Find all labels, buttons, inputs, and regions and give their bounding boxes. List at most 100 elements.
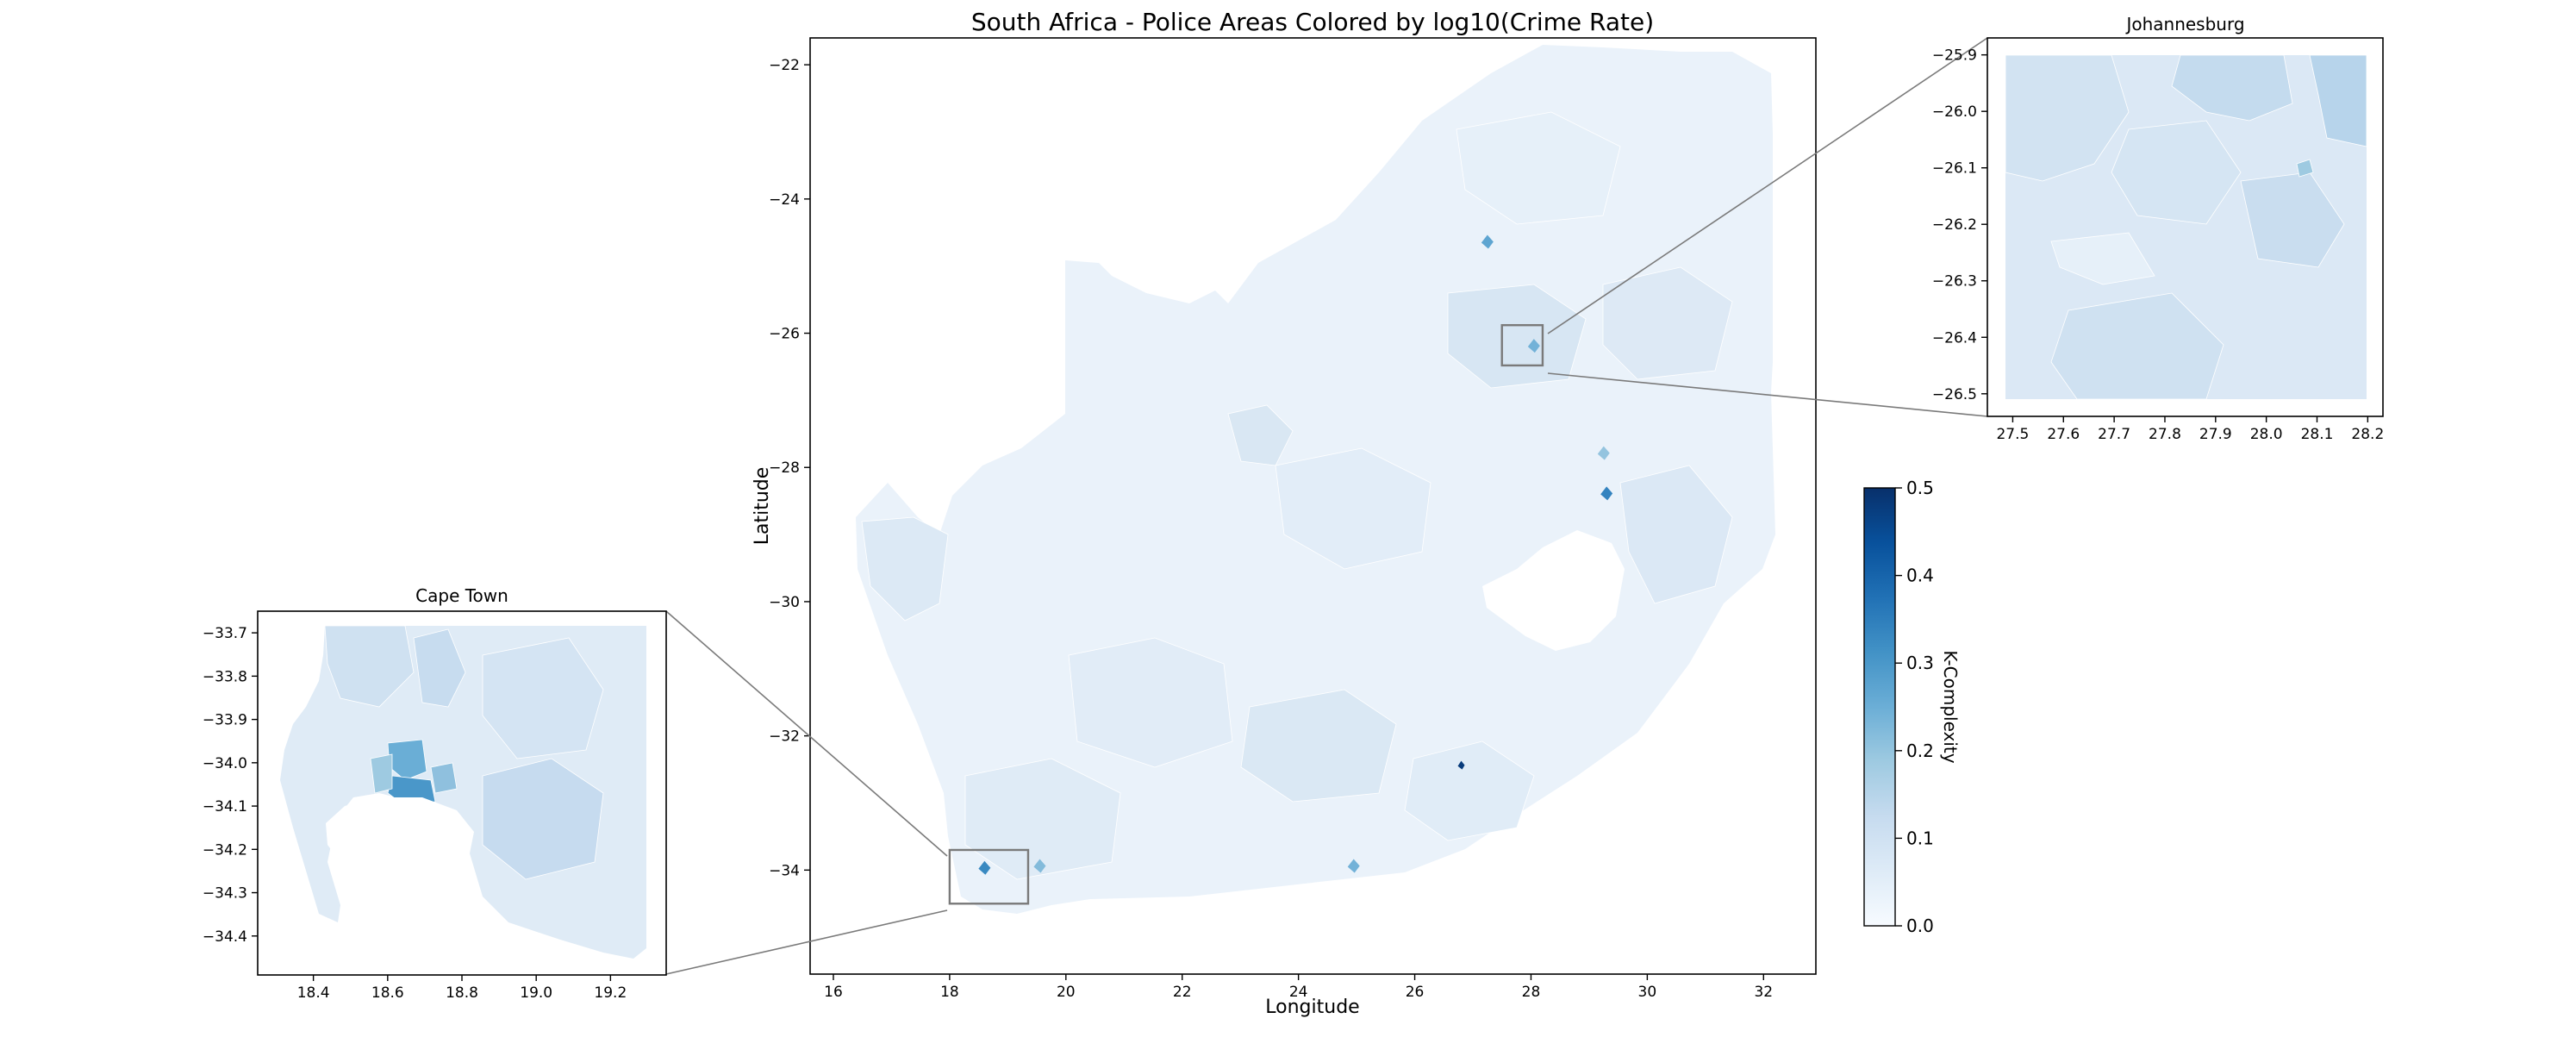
johannesburg-x-tick-label: 27.9 bbox=[2199, 426, 2232, 443]
lesotho-hole bbox=[1482, 530, 1625, 651]
cape-town-x-tick-label: 18.6 bbox=[371, 984, 404, 1002]
hotspot-area bbox=[1033, 859, 1046, 873]
main-map-axes[interactable]: South Africa - Police Areas Colored by l… bbox=[752, 8, 1817, 1018]
johannesburg-inset[interactable]: Johannesburg 27.5 27.6 27.7 27.8 27.9 28.0 28.… bbox=[1932, 14, 2384, 443]
main-x-tick-label: 26 bbox=[1406, 984, 1425, 1001]
main-x-tick-label: 16 bbox=[824, 984, 843, 1001]
cape-town-durbanville bbox=[413, 628, 466, 708]
cape-town-mid bbox=[430, 762, 458, 794]
region-eastern-cape bbox=[1240, 689, 1397, 803]
johannesburg-x-tick-label: 28.1 bbox=[2301, 426, 2334, 443]
main-y-tick-label: −32 bbox=[769, 728, 800, 746]
hotspot-area bbox=[1457, 760, 1465, 770]
main-x-tick-label: 20 bbox=[1057, 984, 1076, 1001]
johannesburg-y-axis: −25.9 −26.0 −26.1 −26.2 −26.3 −26.4 −26.5 bbox=[1932, 47, 1987, 403]
cape-town-plot-area bbox=[280, 625, 646, 959]
region-karoo bbox=[1068, 637, 1233, 768]
main-x-tick-label: 22 bbox=[1173, 984, 1192, 1001]
jhb-east bbox=[2240, 172, 2345, 268]
main-x-tick-label: 30 bbox=[1638, 984, 1657, 1001]
main-y-axis: −22 −24 −26 −28 −30 −32 −34 bbox=[769, 57, 810, 879]
cape-town-y-tick-label: −33.9 bbox=[203, 712, 247, 729]
johannesburg-inset-title: Johannesburg bbox=[2124, 14, 2244, 34]
johannesburg-x-axis: 27.5 27.6 27.7 27.8 27.9 28.0 28.1 28.2 bbox=[1996, 416, 2384, 443]
cape-town-west bbox=[370, 753, 393, 794]
main-x-tick-label: 24 bbox=[1289, 984, 1308, 1001]
hotspot-area bbox=[1481, 234, 1494, 249]
johannesburg-plot-area bbox=[2005, 54, 2367, 400]
hotspot-area bbox=[1527, 339, 1540, 353]
main-y-tick-label: −30 bbox=[769, 594, 800, 611]
cape-town-y-axis: −33.7 −33.8 −33.9 −34.0 −34.1 −34.2 −34.3 −34.4 bbox=[203, 625, 258, 946]
cape-town-connector-top bbox=[665, 610, 948, 857]
cape-town-x-tick-label: 18.8 bbox=[446, 984, 478, 1002]
johannesburg-y-tick-label: −26.0 bbox=[1932, 103, 1977, 121]
johannesburg-connector-bottom bbox=[1547, 372, 1988, 417]
johannesburg-x-tick-label: 27.6 bbox=[2047, 426, 2080, 443]
false-bay-water bbox=[326, 797, 474, 871]
colorbar-tick-label: 0.2 bbox=[1906, 740, 1934, 761]
hotspot-area bbox=[1597, 446, 1610, 460]
jhb-north-east bbox=[2309, 54, 2367, 147]
cape-town-y-tick-label: −34.3 bbox=[203, 885, 247, 903]
inset-connectors bbox=[665, 37, 1988, 975]
main-x-axis-label: Longitude bbox=[1265, 997, 1359, 1018]
main-y-tick-label: −26 bbox=[769, 326, 800, 343]
johannesburg-x-tick-label: 27.8 bbox=[2149, 426, 2181, 443]
jhb-central bbox=[2111, 120, 2242, 225]
main-map-frame bbox=[809, 37, 1817, 975]
jhb-south bbox=[2050, 292, 2224, 400]
johannesburg-y-tick-label: −25.9 bbox=[1932, 47, 1977, 65]
region-kzn bbox=[1619, 465, 1733, 604]
cape-town-inset[interactable]: Cape Town 18.4 18.6 18.8 19.0 19.2 −33.7−33.… bbox=[203, 585, 667, 1002]
johannesburg-x-tick-label: 28.2 bbox=[2351, 426, 2384, 443]
main-x-tick-label: 18 bbox=[940, 984, 959, 1001]
jhb-north bbox=[2171, 54, 2293, 122]
cape-town-flats bbox=[482, 758, 604, 880]
main-x-tick-label: 28 bbox=[1522, 984, 1541, 1001]
hotspot-area bbox=[978, 860, 991, 875]
cape-town-x-tick-label: 19.2 bbox=[594, 984, 627, 1002]
main-x-axis: 16 18 20 22 24 26 28 30 32 bbox=[824, 974, 1773, 1001]
colorbar-tick-label: 0.0 bbox=[1906, 915, 1934, 936]
colorbar-tick-label: 0.4 bbox=[1906, 565, 1934, 586]
cape-town-y-tick-label: −34.1 bbox=[203, 798, 247, 815]
cape-town-east bbox=[482, 637, 604, 759]
region-coast-east bbox=[1404, 740, 1535, 841]
hotspot-area bbox=[1600, 486, 1613, 501]
colorbar-tick-label: 0.1 bbox=[1906, 828, 1934, 848]
johannesburg-x-tick-label: 27.7 bbox=[2098, 426, 2130, 443]
colorbar-tick-label: 0.5 bbox=[1906, 478, 1934, 498]
johannesburg-connector-top bbox=[1547, 37, 1988, 334]
main-y-tick-label: −24 bbox=[769, 191, 800, 209]
hotspot-markers bbox=[978, 234, 1613, 875]
cape-town-inset-indicator[interactable] bbox=[948, 848, 1030, 905]
cape-town-y-tick-label: −34.4 bbox=[203, 928, 247, 946]
cape-town-x-tick-label: 19.0 bbox=[520, 984, 552, 1002]
region-limpopo bbox=[1456, 111, 1621, 225]
region-northern-cape-west bbox=[861, 516, 949, 622]
cape-town-y-tick-label: −33.7 bbox=[203, 625, 247, 642]
region-gauteng-belt bbox=[1447, 284, 1587, 389]
main-y-tick-label: −34 bbox=[769, 862, 800, 879]
johannesburg-inset-indicator[interactable] bbox=[1500, 323, 1544, 367]
jhb-soweto bbox=[2050, 232, 2155, 285]
johannesburg-y-tick-label: −26.2 bbox=[1932, 216, 1977, 234]
colorbar: 0.0 0.1 0.2 0.3 0.4 0.5 K-Complexity bbox=[1863, 478, 1961, 936]
main-y-tick-label: −28 bbox=[769, 459, 800, 477]
main-map-plot-area bbox=[856, 45, 1775, 914]
cape-town-north-suburbs bbox=[324, 625, 415, 708]
cape-town-y-tick-label: −34.0 bbox=[203, 755, 247, 772]
main-y-tick-label: −22 bbox=[769, 57, 800, 74]
colorbar-ticks: 0.0 0.1 0.2 0.3 0.4 0.5 bbox=[1895, 478, 1934, 936]
cape-town-x-tick-label: 18.4 bbox=[297, 984, 330, 1002]
region-north-west bbox=[1227, 404, 1294, 466]
hotspot-area bbox=[1347, 859, 1360, 873]
jhb-north-west bbox=[2005, 54, 2130, 182]
main-x-tick-label: 32 bbox=[1754, 984, 1773, 1001]
colorbar-gradient bbox=[1863, 487, 1896, 927]
cape-town-y-tick-label: −33.8 bbox=[203, 668, 247, 685]
cape-town-x-axis: 18.4 18.6 18.8 19.0 19.2 bbox=[297, 975, 627, 1002]
region-free-state bbox=[1275, 447, 1431, 570]
